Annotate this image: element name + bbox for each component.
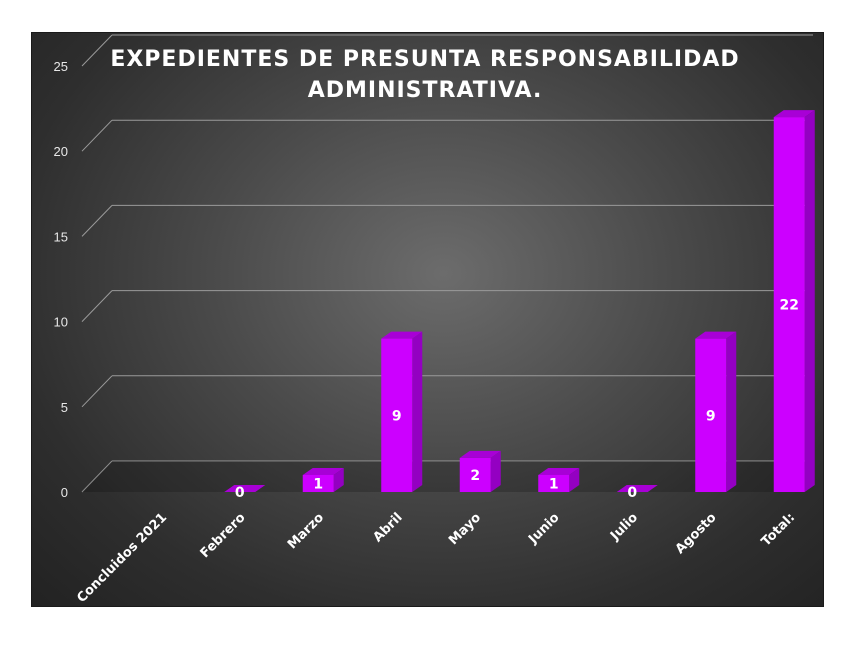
chart-panel: 0 5 10 15 20 25 0 1 9 2 1 0 9 22 Concluidos 2021 Febr… (31, 32, 824, 607)
chart-title-line-2: ADMINISTRATIVA. (308, 78, 543, 103)
chart-title: EXPEDIENTES DE PRESUNTA RESPONSABILIDAD … (110, 47, 739, 103)
bar-front (459, 457, 491, 492)
x-tick-label: Junio (525, 510, 562, 547)
bar-side (333, 467, 344, 492)
gridline-diagonal (81, 34, 113, 67)
bar-top (224, 485, 266, 492)
y-tick-label: 25 (54, 59, 68, 74)
gridline-diagonal (81, 205, 113, 237)
bar-5 (538, 467, 580, 492)
bar-side (412, 331, 423, 492)
x-tick-label: Mayo (446, 510, 484, 548)
gridline-diagonal (81, 375, 113, 408)
bar-top (616, 485, 658, 492)
y-tick-label: 5 (61, 400, 68, 415)
bar-1 (224, 485, 266, 492)
chart-floor (82, 461, 813, 492)
data-label: 0 (235, 485, 245, 501)
x-tick-label: Julio (607, 510, 641, 544)
y-tick-label: 15 (54, 229, 68, 244)
gridline-diagonal (81, 460, 113, 493)
x-tick-label: Abril (370, 510, 405, 545)
x-tick-label: Febrero (198, 510, 249, 561)
x-tick-label: Marzo (285, 510, 327, 552)
bar-front (538, 474, 570, 492)
data-label: 0 (627, 485, 637, 501)
x-tick-label: Agosto (673, 510, 720, 557)
bar-7 (695, 331, 737, 492)
bar-front (381, 338, 413, 492)
gridline-diagonal (81, 119, 113, 152)
chart-title-line-1: EXPEDIENTES DE PRESUNTA RESPONSABILIDAD (110, 47, 739, 72)
bar-side (726, 331, 737, 492)
bars: 0 1 9 2 1 0 9 22 (224, 110, 815, 501)
bar-top (773, 110, 815, 118)
bar-2 (302, 467, 344, 492)
bar-front (773, 117, 805, 493)
y-tick-label: 10 (54, 315, 68, 330)
bar-side (804, 110, 815, 493)
gridlines (81, 34, 813, 493)
bar-top (302, 467, 344, 475)
bar-front (695, 338, 727, 492)
y-tick-label: 20 (54, 144, 68, 159)
data-label: 9 (706, 408, 716, 424)
data-label: 22 (780, 298, 799, 314)
data-label: 9 (392, 408, 402, 424)
data-label: 2 (470, 468, 480, 484)
bar-8 (773, 110, 815, 493)
bar-4 (459, 450, 501, 492)
bar-top (538, 467, 580, 475)
x-tick-label: Total: (759, 510, 798, 549)
bar-3 (381, 331, 423, 492)
bar-top (381, 331, 423, 339)
bar-side (569, 467, 580, 492)
y-axis-ticks: 0 5 10 15 20 25 (54, 59, 68, 500)
x-tick-label: Concluidos 2021 (74, 510, 170, 606)
data-label: 1 (549, 476, 559, 492)
bar-front (302, 474, 334, 492)
data-label: 1 (313, 476, 323, 492)
y-tick-label: 0 (61, 485, 68, 500)
bar-top (459, 450, 501, 458)
gridline-diagonal (81, 290, 113, 322)
bar-side (490, 450, 501, 492)
x-axis-labels: Concluidos 2021 Febrero Marzo Abril Mayo Juni… (74, 510, 798, 606)
bar-6 (616, 485, 658, 492)
bar-top (695, 331, 737, 339)
